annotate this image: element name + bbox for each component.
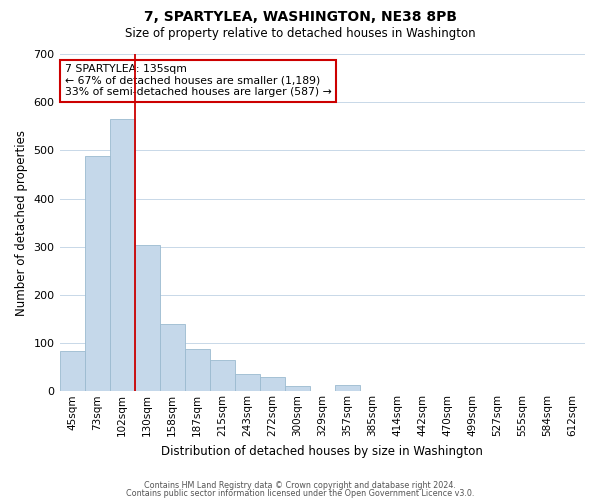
- Text: 7 SPARTYLEA: 135sqm
← 67% of detached houses are smaller (1,189)
33% of semi-det: 7 SPARTYLEA: 135sqm ← 67% of detached ho…: [65, 64, 332, 98]
- Bar: [160, 324, 185, 392]
- Bar: [85, 156, 110, 392]
- Bar: [260, 377, 285, 392]
- Text: 7, SPARTYLEA, WASHINGTON, NE38 8PB: 7, SPARTYLEA, WASHINGTON, NE38 8PB: [143, 10, 457, 24]
- Y-axis label: Number of detached properties: Number of detached properties: [15, 130, 28, 316]
- Bar: [185, 350, 209, 392]
- Bar: [110, 118, 134, 392]
- Bar: [209, 360, 235, 392]
- Bar: [134, 246, 160, 392]
- X-axis label: Distribution of detached houses by size in Washington: Distribution of detached houses by size …: [161, 444, 483, 458]
- Bar: [285, 386, 310, 392]
- Bar: [59, 351, 85, 392]
- Text: Contains public sector information licensed under the Open Government Licence v3: Contains public sector information licen…: [126, 489, 474, 498]
- Bar: [235, 374, 260, 392]
- Text: Size of property relative to detached houses in Washington: Size of property relative to detached ho…: [125, 28, 475, 40]
- Bar: [335, 385, 360, 392]
- Text: Contains HM Land Registry data © Crown copyright and database right 2024.: Contains HM Land Registry data © Crown c…: [144, 481, 456, 490]
